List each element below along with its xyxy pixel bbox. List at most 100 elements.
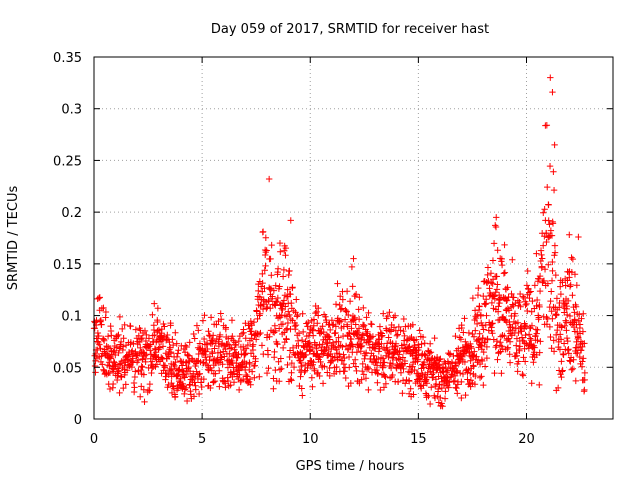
y-tick-label: 0.35	[53, 51, 82, 66]
data-point	[319, 380, 327, 387]
data-point	[309, 332, 317, 339]
data-point	[259, 305, 267, 313]
data-point	[212, 340, 219, 347]
data-point	[437, 355, 444, 363]
data-point	[547, 74, 554, 81]
data-point	[336, 293, 344, 300]
data-point	[274, 265, 282, 273]
data-point	[192, 386, 199, 393]
data-point	[265, 298, 272, 305]
data-point	[246, 360, 253, 368]
data-point	[177, 357, 184, 365]
data-point	[129, 347, 136, 354]
data-point	[268, 271, 275, 279]
data-point	[409, 321, 416, 328]
data-point	[266, 333, 273, 340]
data-point	[527, 288, 534, 295]
data-point	[376, 323, 384, 330]
data-point	[532, 326, 540, 333]
data-point	[167, 348, 175, 356]
data-point	[355, 325, 363, 332]
data-point	[533, 302, 540, 310]
data-point	[361, 352, 369, 360]
data-point	[186, 381, 194, 388]
data-point	[566, 274, 573, 281]
data-point	[336, 353, 344, 360]
data-point	[564, 297, 572, 305]
data-point	[337, 306, 344, 313]
data-point	[321, 347, 329, 354]
data-point	[364, 339, 372, 346]
data-point	[204, 345, 211, 353]
data-point	[424, 369, 431, 376]
data-point	[552, 271, 559, 279]
data-point	[131, 384, 138, 391]
data-point	[387, 359, 394, 367]
data-point	[287, 376, 294, 383]
data-point	[539, 242, 547, 249]
data-point	[286, 347, 294, 354]
data-point	[519, 372, 527, 379]
data-point	[372, 359, 380, 366]
data-point	[566, 283, 574, 290]
data-point	[382, 373, 389, 381]
data-point	[343, 288, 351, 295]
data-point	[458, 378, 465, 386]
data-point	[324, 340, 331, 347]
data-point	[551, 141, 558, 149]
data-point	[534, 326, 541, 334]
data-point	[525, 345, 533, 352]
data-point	[535, 314, 543, 321]
data-point	[191, 379, 198, 386]
data-point	[401, 357, 409, 365]
data-point	[380, 310, 387, 317]
data-point	[241, 351, 249, 358]
data-point	[471, 381, 479, 388]
data-point	[106, 369, 114, 377]
data-point	[480, 381, 487, 389]
data-point	[498, 370, 505, 377]
data-point	[493, 337, 501, 345]
data-point	[181, 386, 189, 393]
data-point	[278, 305, 285, 312]
data-point	[234, 354, 241, 362]
data-point	[379, 332, 386, 339]
data-point	[334, 280, 341, 287]
data-point	[295, 330, 303, 337]
data-point	[164, 331, 171, 339]
data-point	[283, 336, 290, 343]
data-point	[213, 321, 220, 328]
data-point	[558, 373, 565, 381]
data-point	[284, 286, 291, 293]
data-point	[143, 351, 150, 358]
data-point	[498, 343, 505, 350]
data-point	[183, 343, 190, 351]
data-point	[319, 323, 326, 330]
data-point	[280, 297, 288, 304]
data-point	[533, 296, 541, 304]
data-point	[525, 331, 533, 338]
data-point	[564, 337, 571, 345]
data-point	[579, 358, 586, 365]
data-point	[505, 335, 512, 342]
data-point	[352, 363, 359, 370]
data-point	[339, 343, 346, 351]
data-point	[226, 345, 234, 352]
data-point	[489, 257, 497, 264]
data-point	[116, 389, 123, 397]
data-point	[355, 316, 363, 323]
data-point	[228, 317, 236, 324]
data-point	[534, 337, 541, 344]
data-point	[329, 322, 336, 329]
data-point	[397, 369, 405, 376]
data-point	[97, 345, 104, 352]
data-point	[108, 332, 115, 339]
data-point	[149, 311, 156, 318]
data-point	[576, 321, 584, 328]
data-point	[501, 269, 509, 276]
data-point	[292, 326, 299, 333]
data-point	[564, 346, 571, 354]
data-point	[419, 333, 427, 341]
data-point	[373, 362, 381, 369]
data-point	[414, 356, 422, 363]
